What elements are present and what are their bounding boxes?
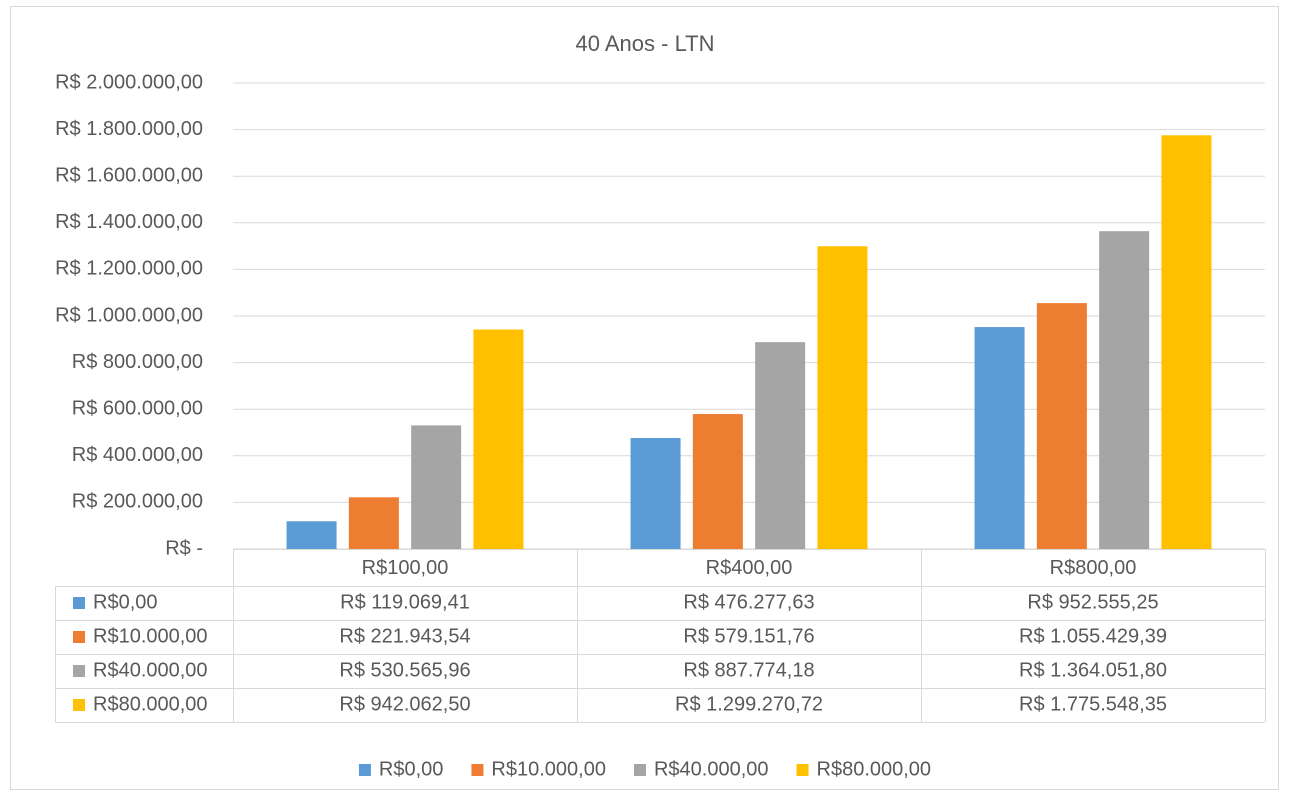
- y-tick-label: R$ 1.400.000,00: [55, 211, 203, 233]
- table-legend-key: [73, 631, 85, 643]
- table-series-name: R$40.000,00: [93, 659, 208, 681]
- table-value: R$ 1.775.548,35: [1019, 693, 1167, 715]
- table-value: R$ 119.069,41: [340, 591, 470, 613]
- table-series-name: R$0,00: [93, 591, 158, 613]
- bar: [1036, 303, 1087, 549]
- bar: [348, 497, 399, 549]
- legend-key: [358, 764, 371, 776]
- legend-key: [796, 764, 809, 776]
- x-tick-label: R$800,00: [1050, 557, 1137, 579]
- table-value: R$ 942.062,50: [339, 693, 470, 715]
- legend-label: R$0,00: [379, 758, 444, 780]
- table-value: R$ 1.364.051,80: [1019, 659, 1167, 681]
- x-tick-label: R$100,00: [362, 557, 449, 579]
- y-tick-label: R$ 400.000,00: [72, 444, 203, 466]
- legend-label: R$40.000,00: [654, 758, 769, 780]
- y-tick-label: R$ 1.200.000,00: [55, 258, 203, 280]
- y-tick-label: R$ -: [165, 537, 203, 559]
- bar: [473, 329, 524, 549]
- bar: [1161, 135, 1212, 549]
- y-tick-label: R$ 200.000,00: [72, 491, 203, 513]
- y-tick-label: R$ 800.000,00: [72, 351, 203, 373]
- bar: [817, 246, 868, 549]
- legend-label: R$10.000,00: [491, 758, 606, 780]
- bar: [286, 521, 337, 549]
- bar: [692, 414, 743, 549]
- table-value: R$ 952.555,25: [1027, 591, 1158, 613]
- bar: [974, 327, 1025, 549]
- y-tick-label: R$ 1.600.000,00: [55, 164, 203, 186]
- y-tick-label: R$ 1.800.000,00: [55, 118, 203, 140]
- table-value: R$ 530.565,96: [339, 659, 470, 681]
- table-series-name: R$80.000,00: [93, 693, 208, 715]
- table-value: R$ 476.277,63: [683, 591, 814, 613]
- bar: [411, 425, 462, 549]
- y-tick-label: R$ 2.000.000,00: [55, 71, 203, 93]
- bar: [1099, 231, 1150, 549]
- legend-key: [633, 764, 646, 776]
- table-legend-key: [73, 665, 85, 677]
- table-value: R$ 887.774,18: [683, 659, 814, 681]
- legend-label: R$80.000,00: [817, 758, 932, 780]
- table-series-name: R$10.000,00: [93, 625, 208, 647]
- x-tick-label: R$400,00: [706, 557, 793, 579]
- table-value: R$ 579.151,76: [683, 625, 814, 647]
- bar: [630, 438, 681, 549]
- table-legend-key: [73, 597, 85, 609]
- y-tick-label: R$ 1.000.000,00: [55, 304, 203, 326]
- table-value: R$ 1.055.429,39: [1019, 625, 1167, 647]
- bar: [755, 342, 806, 549]
- table-value: R$ 1.299.270,72: [675, 693, 823, 715]
- table-value: R$ 221.943,54: [339, 625, 470, 647]
- y-tick-label: R$ 600.000,00: [72, 397, 203, 419]
- table-legend-key: [73, 699, 85, 711]
- legend-key: [471, 764, 484, 776]
- chart-title: 40 Anos - LTN: [576, 31, 715, 56]
